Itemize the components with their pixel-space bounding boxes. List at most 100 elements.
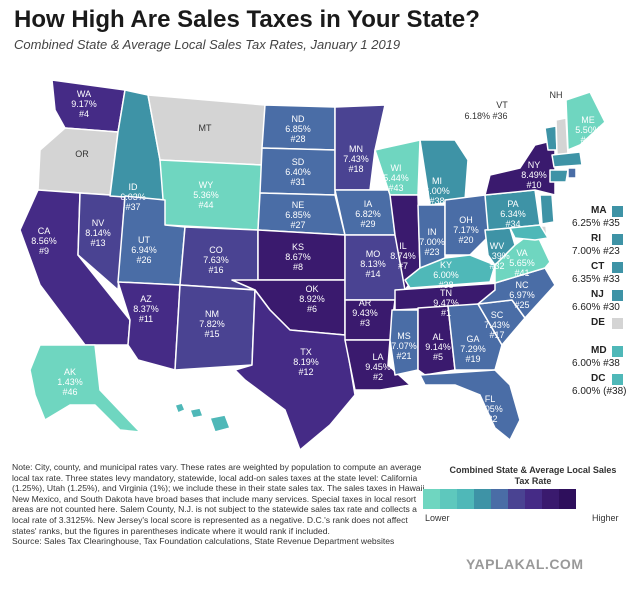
state-rank-AR: #3	[360, 318, 370, 328]
state-abbr-UT: UT	[138, 235, 150, 245]
source-text: Source: Sales Tax Clearinghouse, Tax Fou…	[12, 536, 395, 547]
state-KY[interactable]	[404, 254, 496, 289]
sidebar-value-ri: 7.00% #23	[572, 246, 620, 257]
state-rate-CA: 8.56%	[31, 236, 57, 246]
state-abbr-MN: MN	[349, 144, 363, 154]
state-rank-SC: #17	[489, 330, 504, 340]
state-abbr-IL: IL	[399, 241, 407, 251]
state-abbr-NE: NE	[292, 200, 305, 210]
sidebar-value-md: 6.00% #38	[572, 358, 620, 369]
legend-swatch	[440, 489, 457, 509]
state-abbr-SC: SC	[491, 310, 504, 320]
state-abbr-KY: KY	[440, 260, 452, 270]
state-RI[interactable]	[567, 167, 577, 179]
legend-swatch	[559, 489, 576, 509]
state-rank-ND: #28	[290, 134, 305, 144]
state-VT[interactable]	[544, 125, 558, 151]
state-ME[interactable]	[565, 91, 606, 151]
state-rate-SC: 7.43%	[484, 320, 510, 330]
sidebar-abbr-ct: CT	[591, 261, 605, 272]
state-abbr-OK: OK	[305, 284, 318, 294]
state-abbr-WI: WI	[391, 163, 402, 173]
sidebar-value-ct: 6.35% #33	[572, 274, 620, 285]
legend-high-label: Higher	[592, 513, 619, 523]
state-rate-KS: 8.67%	[285, 252, 311, 262]
state-rank-SD: #31	[290, 177, 305, 187]
state-MD[interactable]	[509, 224, 549, 241]
state-abbr-ME: ME	[581, 115, 595, 125]
state-rate-PA: 6.34%	[500, 209, 526, 219]
page-subtitle: Combined State & Average Local Sales Tax…	[14, 37, 401, 52]
state-AL[interactable]	[417, 305, 456, 376]
state-rate-IN: 7.00%	[419, 237, 445, 247]
state-rate-AL: 9.14%	[425, 342, 451, 352]
state-rank-CO: #16	[208, 265, 223, 275]
state-rate-KY: 6.00%	[433, 270, 459, 280]
state-OH[interactable]	[444, 194, 491, 256]
state-rank-IN: #23	[424, 247, 439, 257]
state-rank-VA: #41	[514, 268, 529, 278]
state-abbr-AL: AL	[432, 332, 443, 342]
state-rate-AR: 9.43%	[352, 308, 378, 318]
state-abbr-MO: MO	[366, 249, 381, 259]
legend-swatch	[491, 489, 508, 509]
legend-swatch	[542, 489, 559, 509]
state-AK[interactable]	[29, 344, 141, 433]
state-rate-MN: 7.43%	[343, 154, 369, 164]
state-TX[interactable]	[234, 289, 356, 451]
sidebar-abbr-nj: NJ	[591, 289, 604, 300]
state-rate-CO: 7.63%	[203, 255, 229, 265]
state-rank-ME: #42	[580, 135, 595, 145]
state-rate-NV: 8.14%	[85, 228, 111, 238]
footnote: Note: City, county, and municipal rates …	[12, 462, 430, 547]
state-FL[interactable]	[419, 369, 521, 441]
state-MN[interactable]	[334, 104, 386, 191]
state-abbr-NH: NH	[550, 90, 563, 100]
state-rate-OK: 8.92%	[299, 294, 325, 304]
sidebar-swatch-ct	[612, 262, 623, 273]
state-abbr-OR: OR	[75, 149, 89, 159]
state-abbr-WV: WV	[490, 241, 505, 251]
state-MS[interactable]	[389, 309, 419, 376]
state-NY[interactable]	[484, 139, 556, 196]
state-OR[interactable]	[37, 127, 119, 196]
state-rank-MI: #38	[429, 196, 444, 206]
state-abbr-MI: MI	[432, 176, 442, 186]
state-NC[interactable]	[477, 267, 556, 319]
state-abbr-NY: NY	[528, 160, 541, 170]
state-rank-OH: #20	[458, 235, 473, 245]
state-labels: WA9.17%#4ORCA8.56%#9NV8.14%#13ID6.03%#37…	[31, 89, 601, 462]
state-rank-OK: #6	[307, 304, 317, 314]
state-rank-KY: #38	[438, 280, 453, 290]
state-rank-NC: #25	[514, 300, 529, 310]
state-abbr-NC: NC	[516, 280, 529, 290]
state-HI[interactable]	[174, 402, 231, 433]
state-abbr-ID: ID	[129, 182, 139, 192]
state-abbr-HI: HI	[199, 432, 208, 442]
legend-swatch	[423, 489, 440, 509]
state-MI[interactable]	[419, 139, 469, 206]
state-rank-NY: #10	[526, 180, 541, 190]
state-rate-SD: 6.40%	[285, 167, 311, 177]
state-abbr-VT: VT	[496, 100, 508, 110]
state-abbr-AR: AR	[359, 298, 372, 308]
state-GA[interactable]	[447, 303, 503, 371]
state-rate-IA: 6.82%	[355, 209, 381, 219]
state-abbr-LA: LA	[372, 352, 383, 362]
state-abbr-VA: VA	[516, 248, 527, 258]
state-abbr-PA: PA	[507, 199, 518, 209]
state-abbr-KS: KS	[292, 242, 304, 252]
note-text: Note: City, county, and municipal rates …	[12, 462, 427, 536]
legend-title: Combined State & Average Local Sales Tax…	[449, 465, 617, 486]
page-title: How High Are Sales Taxes in Your State?	[14, 6, 480, 33]
state-MA[interactable]	[551, 151, 583, 168]
state-CT[interactable]	[549, 169, 569, 183]
state-NJ[interactable]	[539, 194, 555, 225]
state-rank-WY: #44	[198, 200, 213, 210]
state-rank-MN: #18	[348, 164, 363, 174]
state-rank-HI: #45	[195, 452, 210, 462]
sidebar-abbr-de: DE	[591, 317, 605, 328]
legend-swatch	[508, 489, 525, 509]
state-abbr-IA: IA	[364, 199, 373, 209]
